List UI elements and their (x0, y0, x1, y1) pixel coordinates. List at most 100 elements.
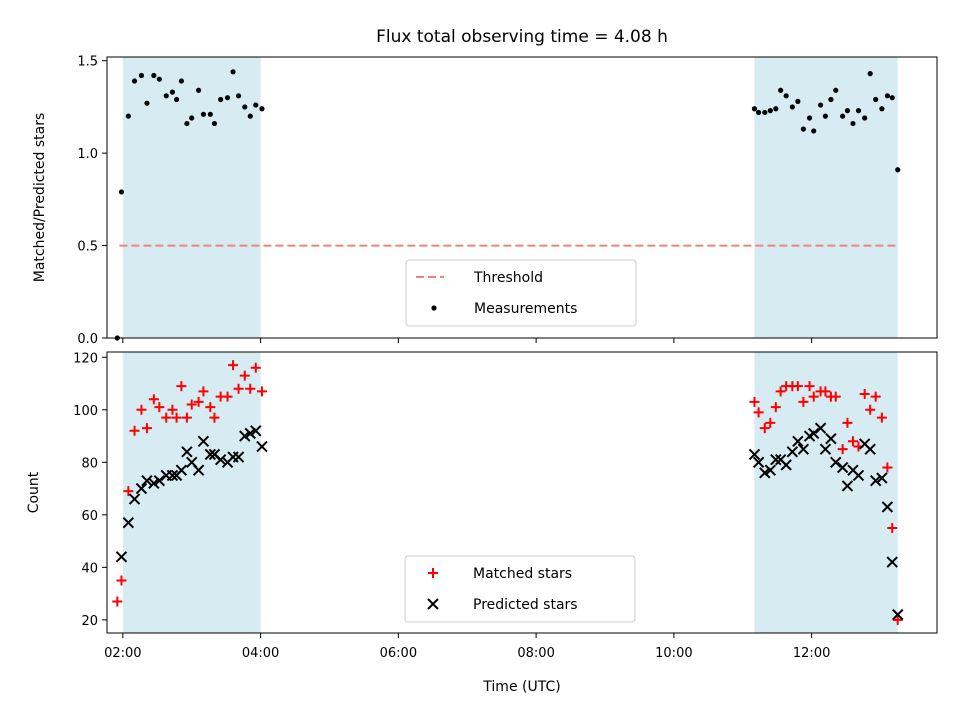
data-point (844, 108, 851, 114)
data-point (118, 189, 125, 195)
legend-label: Predicted stars (473, 597, 578, 613)
data-point (770, 402, 781, 413)
data-point (822, 113, 829, 119)
data-point (828, 96, 834, 103)
data-point (879, 106, 885, 112)
data-point (850, 120, 856, 127)
data-point (122, 516, 135, 529)
data-point (798, 396, 809, 407)
shaded-interval (122, 352, 261, 633)
data-point (154, 402, 165, 413)
data-point (228, 360, 239, 371)
data-point (204, 448, 217, 461)
data-point (886, 556, 898, 568)
data-point (789, 104, 795, 110)
data-point (136, 404, 147, 415)
data-point (825, 432, 837, 445)
series-measurements (114, 69, 901, 341)
data-point (749, 396, 760, 407)
data-point (123, 486, 134, 497)
data-point (256, 386, 267, 397)
data-point (881, 501, 894, 513)
data-point (166, 469, 179, 482)
data-point (792, 435, 804, 447)
data-point (232, 451, 245, 463)
y-axis-title: Count (26, 471, 42, 513)
data-point (820, 386, 831, 397)
y-tick-label: 120 (73, 351, 98, 366)
data-point (862, 115, 868, 121)
data-point (873, 96, 879, 103)
data-point (865, 404, 876, 415)
data-point (156, 76, 162, 82)
data-point (198, 386, 209, 397)
legend-key-matched (428, 568, 438, 578)
data-point (859, 389, 870, 400)
data-point (171, 412, 182, 423)
legend-label: Matched stars (473, 566, 572, 582)
data-point (163, 93, 169, 99)
shaded-interval (754, 352, 898, 633)
data-point (753, 407, 764, 418)
data-point (767, 108, 773, 114)
y-tick-label: 0.0 (77, 332, 98, 347)
data-point (115, 551, 128, 563)
data-point (193, 396, 204, 407)
data-point (233, 383, 244, 394)
data-point (176, 381, 187, 392)
data-point (141, 423, 152, 434)
legend-box (404, 555, 636, 623)
data-point (239, 430, 251, 442)
data-point (797, 443, 810, 455)
data-point (148, 394, 159, 405)
data-point (811, 128, 817, 134)
data-point (808, 391, 819, 402)
data-point (189, 115, 195, 121)
data-point (181, 412, 192, 423)
data-point (205, 402, 216, 413)
x-tick-label: 10:00 (655, 646, 692, 661)
data-point (778, 87, 784, 93)
legend-label: Measurements (474, 301, 577, 317)
data-point (786, 446, 799, 458)
data-point (250, 362, 261, 373)
data-point (807, 427, 820, 440)
chart-title: Flux total observing time = 4.08 h (376, 27, 668, 47)
data-point (759, 423, 770, 434)
y-tick-label: 1.0 (77, 147, 98, 162)
data-point (214, 453, 227, 466)
data-point (783, 93, 789, 99)
top-panel: 0.0 0.5 1.0 1.5 Matched/Predicted stars Thres… (32, 55, 938, 347)
data-point (211, 120, 218, 127)
data-point (840, 113, 846, 119)
y-tick-label: 80 (81, 456, 98, 471)
data-point (773, 106, 779, 112)
axes-frame (106, 56, 938, 339)
data-point (814, 422, 827, 434)
data-point (259, 106, 265, 112)
data-point (870, 391, 881, 402)
data-point (244, 427, 256, 440)
data-point (222, 391, 233, 402)
data-point (804, 381, 815, 392)
data-point (895, 167, 901, 173)
data-point (200, 111, 207, 117)
data-point (239, 370, 250, 381)
data-point (830, 391, 841, 402)
data-point (759, 467, 771, 479)
data-point (138, 72, 145, 79)
data-point (186, 399, 197, 410)
data-point (841, 480, 854, 492)
x-axis-title: Time (UTC) (482, 679, 560, 695)
data-point (765, 417, 776, 428)
x-tick-label: 08:00 (517, 646, 554, 661)
legend-key-measurements (431, 305, 437, 311)
data-point (756, 109, 762, 116)
data-point (837, 444, 848, 455)
data-point (116, 575, 127, 586)
data-point (247, 113, 253, 119)
data-point (167, 404, 178, 415)
data-point (253, 102, 259, 108)
data-point (770, 453, 782, 466)
data-point (144, 100, 150, 106)
